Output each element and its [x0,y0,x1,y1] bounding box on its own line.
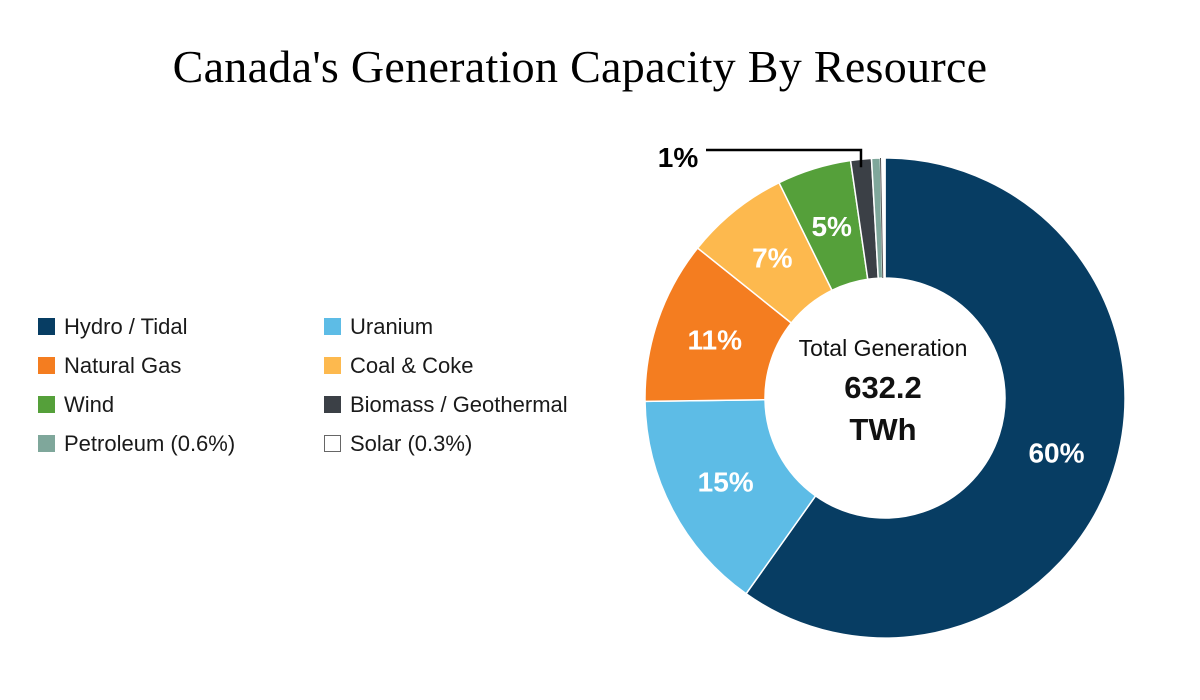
legend-swatch-wind [38,396,55,413]
legend-label-coal-coke: Coal & Coke [350,352,474,378]
legend-label-solar: Solar (0.3%) [350,430,473,456]
legend-swatch-petroleum [38,435,55,452]
legend-label-wind: Wind [64,391,115,417]
slice-label-hydro-tidal: 60% [1028,438,1084,469]
slice-label-uranium: 15% [698,467,754,498]
legend-item-solar: Solar (0.3%) [324,430,624,457]
legend-swatch-uranium [324,318,341,335]
legend-swatch-hydro-tidal [38,318,55,335]
slice-solar [879,157,886,279]
legend-label-natural-gas: Natural Gas [64,352,182,378]
legend-item-hydro-tidal: Hydro / Tidal [38,313,324,340]
legend-label-biomass-geothermal: Biomass / Geothermal [350,391,568,417]
legend-item-natural-gas: Natural Gas [38,352,324,379]
slice-label-wind: 5% [811,211,852,242]
legend-swatch-coal-coke [324,357,341,374]
legend-swatch-biomass-geothermal [324,396,341,413]
legend-label-uranium: Uranium [350,313,434,339]
legend-swatch-natural-gas [38,357,55,374]
leader-line-biomass-geothermal [706,148,863,168]
slice-hydro-tidal [745,157,1126,639]
slice-label-biomass-geothermal: 1% [658,142,699,173]
chart-legend: Hydro / Tidal Uranium Natural Gas Coal & Co… [38,313,638,457]
legend-item-petroleum: Petroleum (0.6%) [38,430,324,457]
slice-label-natural-gas: 11% [687,325,742,356]
legend-label-hydro-tidal: Hydro / Tidal [64,313,188,339]
center-label: Total Generation [799,335,968,361]
chart-title: Canada's Generation Capacity By Resource [172,41,988,92]
center-unit: TWh [849,412,916,447]
legend-item-wind: Wind [38,391,324,418]
slice-label-coal-coke: 7% [752,243,793,274]
legend-item-uranium: Uranium [324,313,624,340]
legend-item-biomass-geothermal: Biomass / Geothermal [324,391,624,418]
legend-item-coal-coke: Coal & Coke [324,352,624,379]
center-value: 632.2 [844,370,922,405]
legend-swatch-solar [324,435,341,452]
legend-label-petroleum: Petroleum (0.6%) [64,430,236,456]
slice-solar-edge [879,158,884,279]
slice-uranium [644,398,817,595]
